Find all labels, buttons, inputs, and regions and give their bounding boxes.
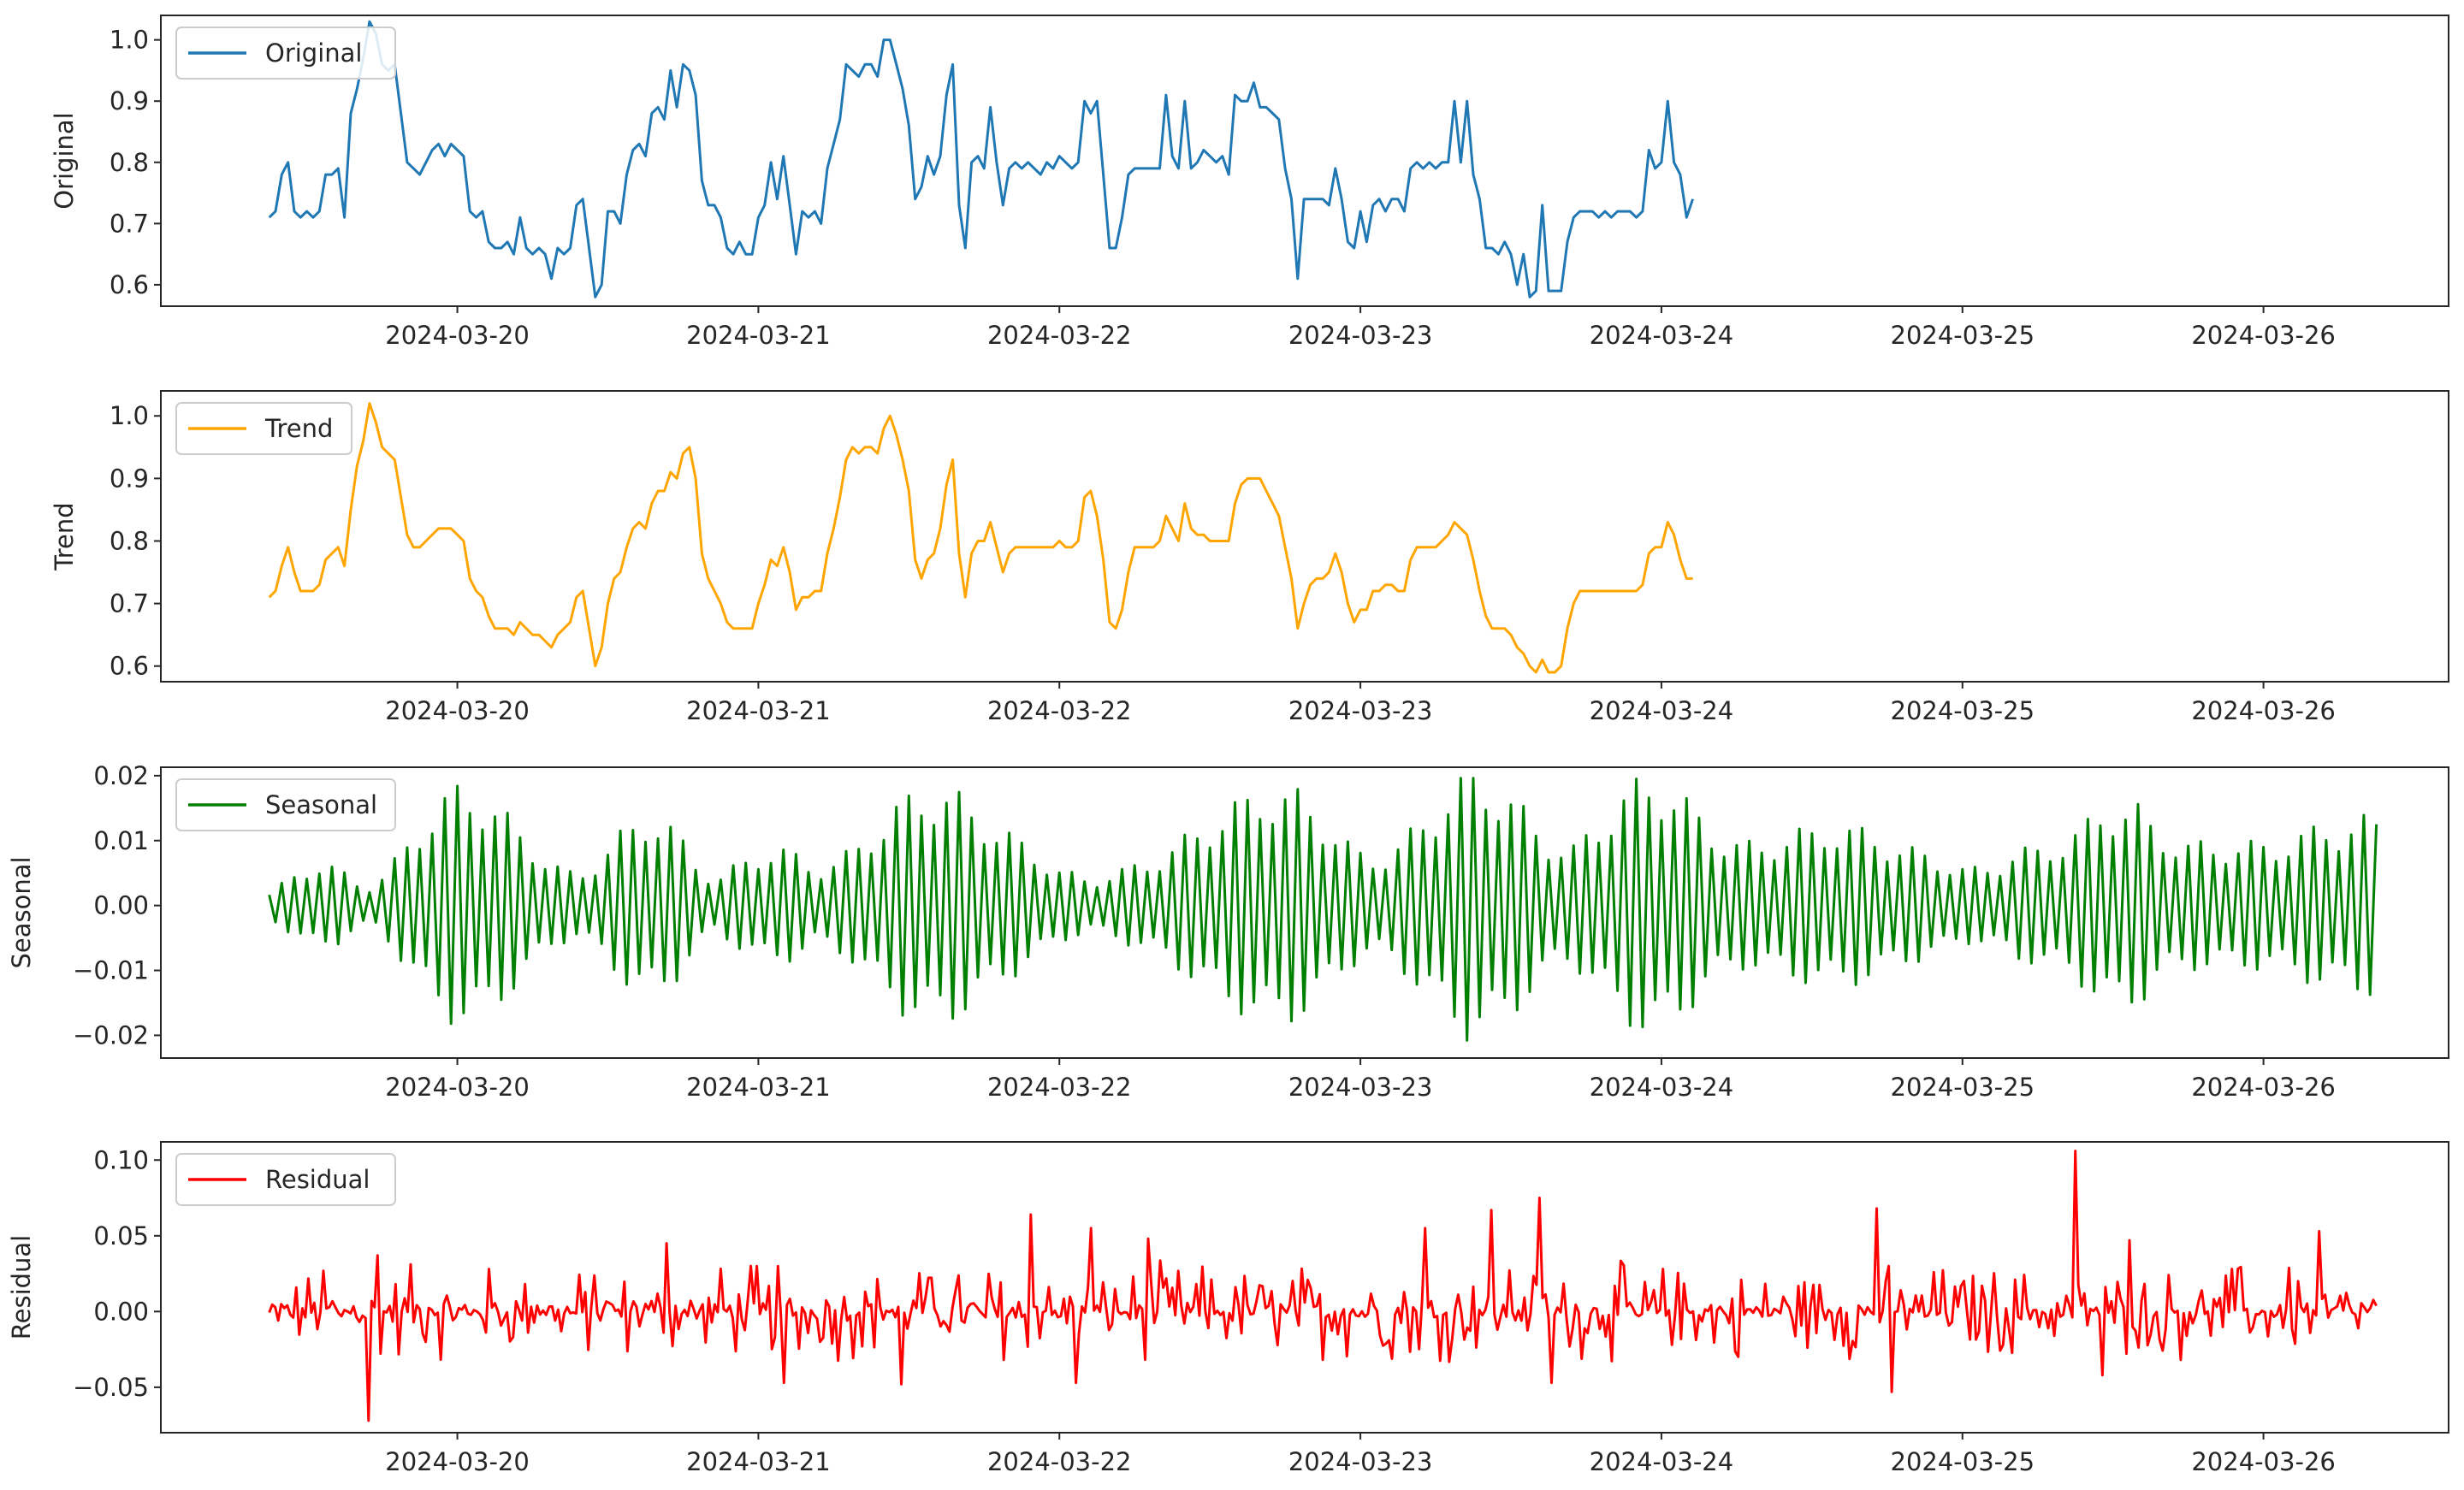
residual-series-line bbox=[268, 1150, 2378, 1422]
trend-ytick-label: 1.0 bbox=[110, 401, 149, 430]
seasonal-xtick-label: 2024-03-25 bbox=[1891, 1073, 2035, 1102]
residual-ylabel: Residual bbox=[7, 1235, 36, 1339]
trend-xtick-label: 2024-03-26 bbox=[2191, 696, 2336, 725]
trend-legend-label: Trend bbox=[264, 414, 333, 443]
trend-xtick-label: 2024-03-24 bbox=[1590, 696, 1734, 725]
trend-xtick-label: 2024-03-21 bbox=[686, 696, 831, 725]
original-series-line bbox=[268, 20, 1695, 299]
residual-xtick-label: 2024-03-24 bbox=[1590, 1447, 1734, 1476]
residual-xtick-label: 2024-03-23 bbox=[1288, 1447, 1433, 1476]
trend-ytick-label: 0.6 bbox=[110, 652, 149, 681]
seasonal-series-line bbox=[268, 777, 2378, 1042]
seasonal-xtick-label: 2024-03-22 bbox=[987, 1073, 1132, 1102]
seasonal-ytick-label: 0.00 bbox=[93, 891, 149, 920]
original-xtick-label: 2024-03-20 bbox=[385, 321, 530, 350]
seasonal-legend-label: Seasonal bbox=[265, 790, 377, 819]
trend-axes-frame bbox=[160, 390, 2449, 683]
original-ytick-label: 1.0 bbox=[110, 26, 149, 55]
original-axes-frame bbox=[160, 15, 2449, 307]
original-xtick-label: 2024-03-21 bbox=[686, 321, 831, 350]
seasonal-panel: −0.02 −0.01 0.00 0.01 0.02 2024-03-20 2024-03-… bbox=[7, 761, 2449, 1102]
seasonal-ytick-label: 0.01 bbox=[93, 826, 149, 855]
original-xtick-label: 2024-03-25 bbox=[1891, 321, 2035, 350]
trend-ytick-label: 0.9 bbox=[110, 464, 149, 493]
seasonal-axes-frame bbox=[160, 766, 2449, 1059]
original-legend-label: Original bbox=[265, 38, 362, 68]
original-ytick-label: 0.8 bbox=[110, 148, 149, 177]
residual-legend-label: Residual bbox=[265, 1165, 370, 1194]
original-ytick-label: 0.9 bbox=[110, 86, 149, 115]
seasonal-ytick-label: −0.02 bbox=[73, 1020, 149, 1050]
trend-xtick-label: 2024-03-20 bbox=[385, 696, 530, 725]
original-ylabel: Original bbox=[50, 112, 79, 209]
original-xtick-label: 2024-03-22 bbox=[987, 321, 1132, 350]
residual-xtick-label: 2024-03-22 bbox=[987, 1447, 1132, 1476]
original-ytick-label: 0.7 bbox=[110, 209, 149, 238]
original-xtick-label: 2024-03-26 bbox=[2191, 321, 2336, 350]
residual-xtick-label: 2024-03-20 bbox=[385, 1447, 530, 1476]
residual-axes-frame bbox=[160, 1141, 2449, 1434]
trend-xtick-label: 2024-03-22 bbox=[987, 696, 1132, 725]
seasonal-xtick-label: 2024-03-21 bbox=[686, 1073, 831, 1102]
original-ytick-label: 0.6 bbox=[110, 270, 149, 299]
trend-panel: 0.6 0.7 0.8 0.9 1.0 2024-03-20 2024-03-21 2024-… bbox=[50, 390, 2449, 725]
residual-xtick-label: 2024-03-21 bbox=[686, 1447, 831, 1476]
original-xtick-label: 2024-03-24 bbox=[1590, 321, 1734, 350]
original-legend-box bbox=[175, 27, 396, 80]
seasonal-ylabel: Seasonal bbox=[7, 856, 36, 968]
residual-xtick-label: 2024-03-26 bbox=[2191, 1447, 2336, 1476]
original-xtick-label: 2024-03-23 bbox=[1288, 321, 1433, 350]
seasonal-xtick-label: 2024-03-23 bbox=[1288, 1073, 1433, 1102]
seasonal-ytick-label: 0.02 bbox=[93, 761, 149, 790]
trend-ylabel: Trend bbox=[50, 502, 79, 571]
trend-xtick-label: 2024-03-25 bbox=[1891, 696, 2035, 725]
trend-ytick-label: 0.8 bbox=[110, 526, 149, 555]
seasonal-legend-box bbox=[175, 778, 396, 831]
seasonal-ytick-label: −0.01 bbox=[73, 956, 149, 985]
seasonal-xtick-label: 2024-03-20 bbox=[385, 1073, 530, 1102]
trend-xtick-label: 2024-03-23 bbox=[1288, 696, 1433, 725]
residual-ytick-label: 0.05 bbox=[93, 1221, 149, 1251]
residual-ytick-label: 0.00 bbox=[93, 1297, 149, 1326]
residual-legend-box bbox=[175, 1153, 396, 1206]
seasonal-xtick-label: 2024-03-26 bbox=[2191, 1073, 2336, 1102]
residual-xtick-label: 2024-03-25 bbox=[1891, 1447, 2035, 1476]
residual-ytick-label: 0.10 bbox=[93, 1145, 149, 1174]
residual-ytick-label: −0.05 bbox=[73, 1373, 149, 1402]
trend-ytick-label: 0.7 bbox=[110, 589, 149, 618]
trend-legend-box bbox=[175, 402, 352, 455]
residual-panel: −0.05 0.00 0.05 0.10 2024-03-20 2024-03-21 202… bbox=[7, 1141, 2449, 1476]
original-panel: 0.6 0.7 0.8 0.9 1.0 2024-03-20 2024-03-21 2024-… bbox=[50, 15, 2449, 350]
trend-series-line bbox=[268, 402, 1693, 674]
seasonal-xtick-label: 2024-03-24 bbox=[1590, 1073, 1734, 1102]
